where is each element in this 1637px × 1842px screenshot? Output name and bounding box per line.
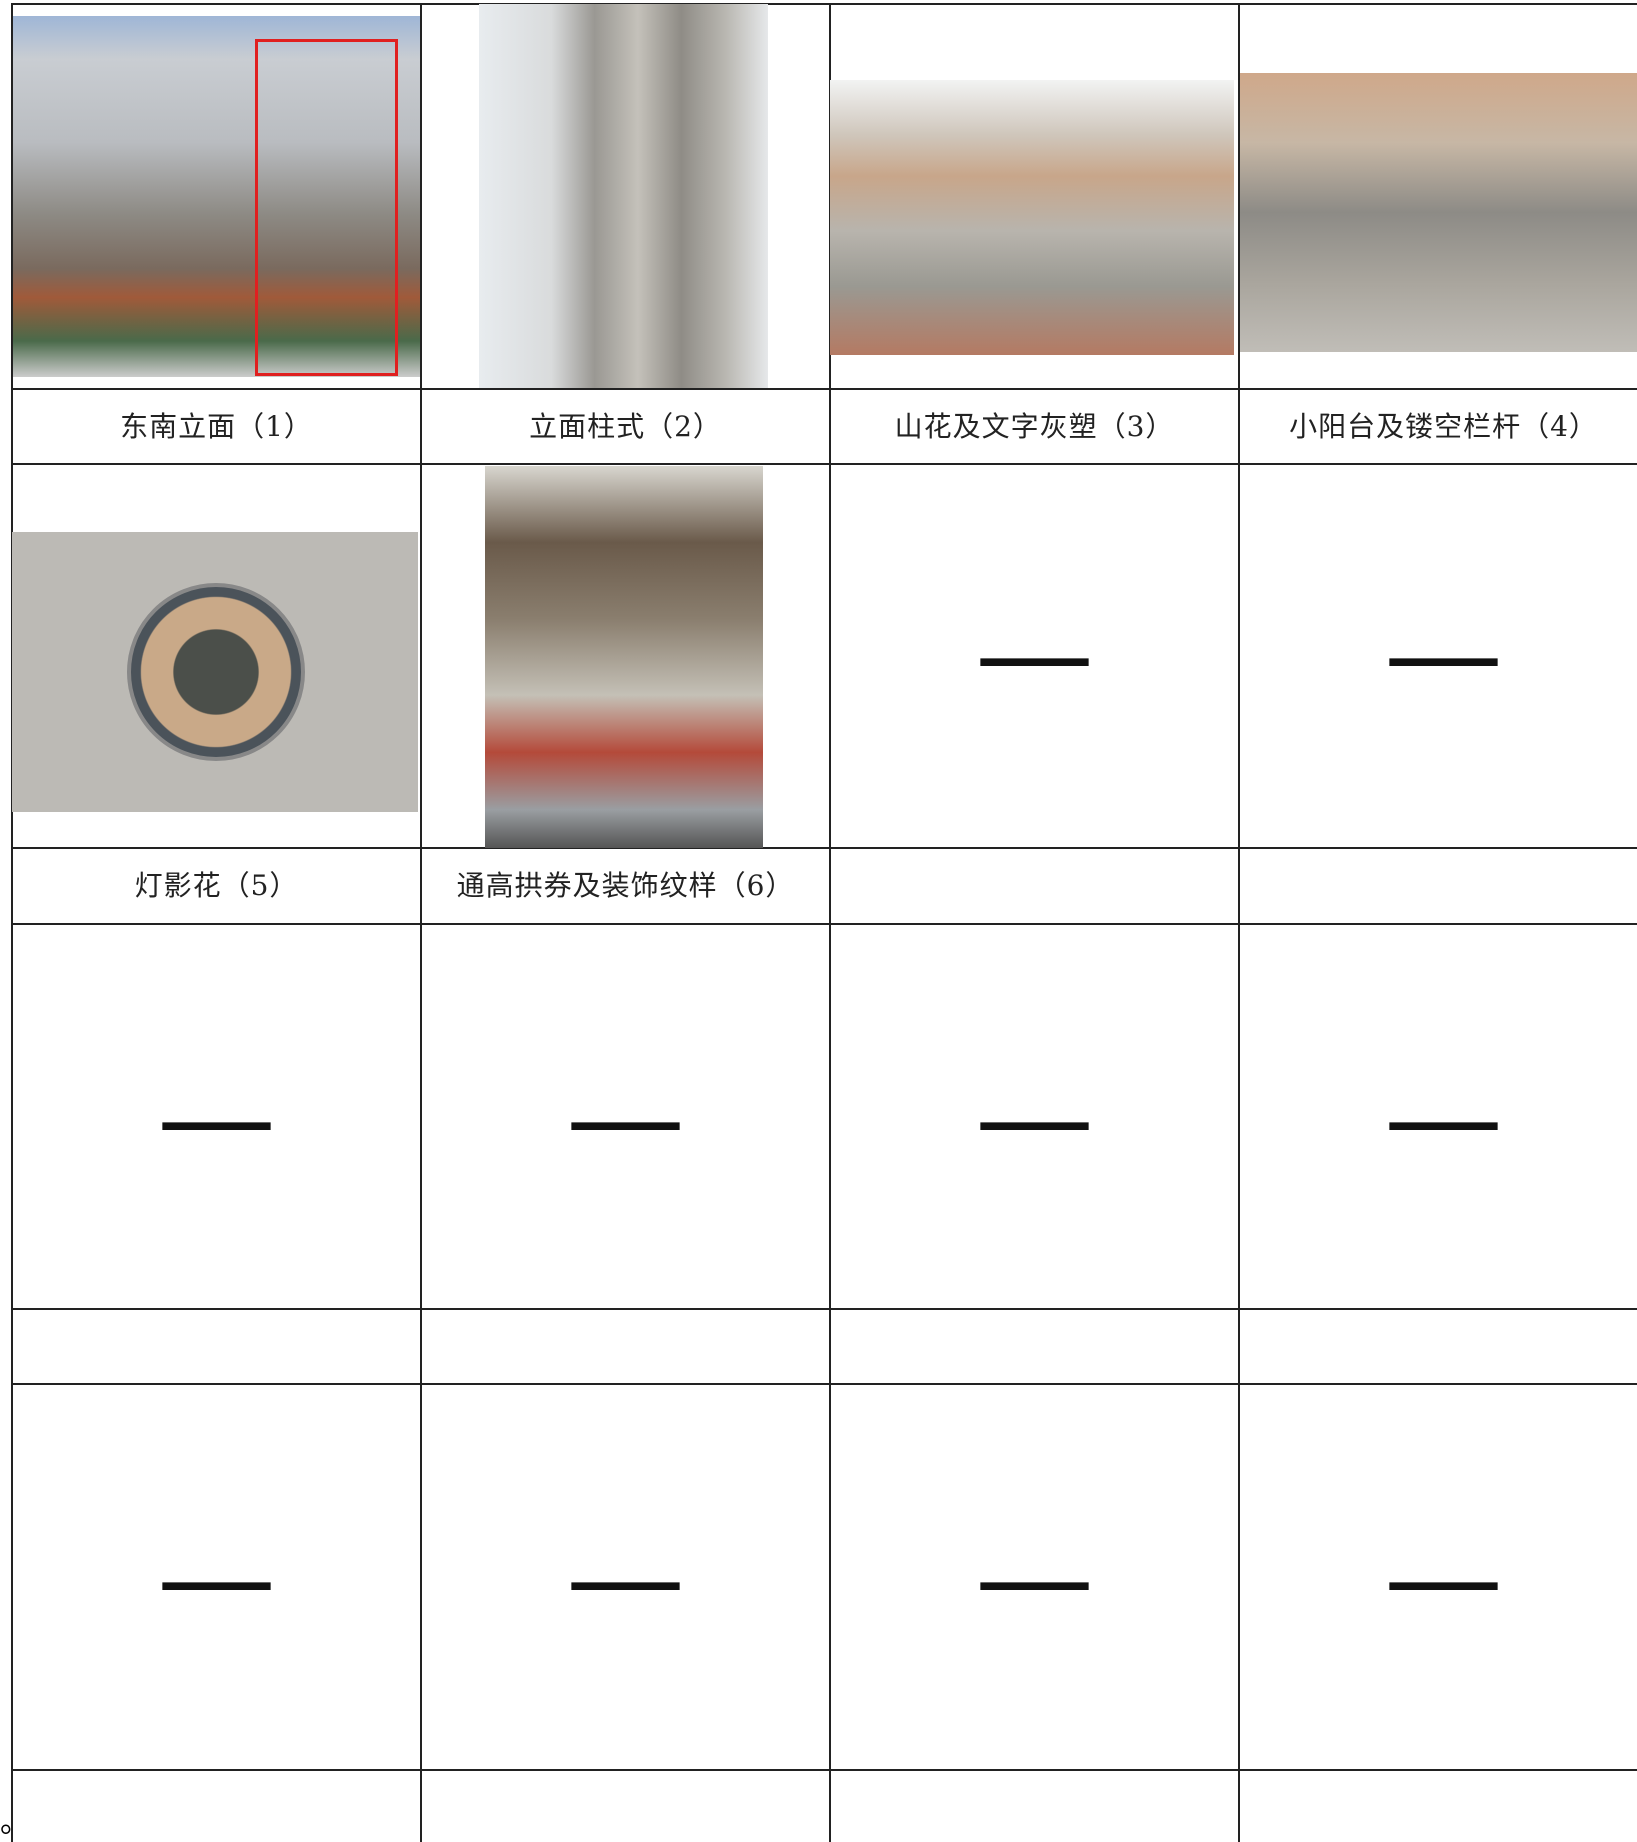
caption: 东南立面（1） — [120, 410, 313, 443]
caption: 立面柱式（2） — [529, 410, 722, 443]
rule — [829, 3, 831, 1842]
footnote: 。 — [0, 1805, 30, 1840]
dash: — — [156, 1057, 277, 1183]
rule — [12, 847, 1637, 849]
rule — [12, 388, 1637, 390]
rule — [12, 1383, 1637, 1385]
photo — [12, 532, 418, 812]
rule — [12, 1769, 1637, 1771]
photo — [13, 16, 420, 377]
dash: — — [974, 1057, 1095, 1183]
photo — [485, 466, 763, 848]
photo — [830, 80, 1234, 355]
dash: — — [156, 1517, 277, 1643]
dash: — — [565, 1057, 686, 1183]
rule — [420, 3, 422, 1842]
caption: 小阳台及镂空栏杆（4） — [1289, 410, 1598, 443]
photo — [479, 4, 768, 388]
dash: — — [1383, 1517, 1504, 1643]
rule — [12, 1308, 1637, 1310]
highlight-box — [255, 39, 398, 376]
dash: — — [1383, 593, 1504, 719]
dash: — — [1383, 1057, 1504, 1183]
ornament — [127, 583, 305, 761]
rule — [12, 923, 1637, 925]
rule — [1238, 3, 1240, 1842]
caption: 山花及文字灰塑（3） — [894, 410, 1175, 443]
dash: — — [974, 1517, 1095, 1643]
dash: — — [974, 593, 1095, 719]
dash: — — [565, 1517, 686, 1643]
rule — [12, 3, 1637, 5]
rule — [11, 3, 13, 1842]
caption: 灯影花（5） — [134, 869, 299, 902]
caption: 通高拱券及装饰纹样（6） — [456, 869, 795, 902]
photo — [1240, 73, 1637, 352]
rule — [12, 463, 1637, 465]
